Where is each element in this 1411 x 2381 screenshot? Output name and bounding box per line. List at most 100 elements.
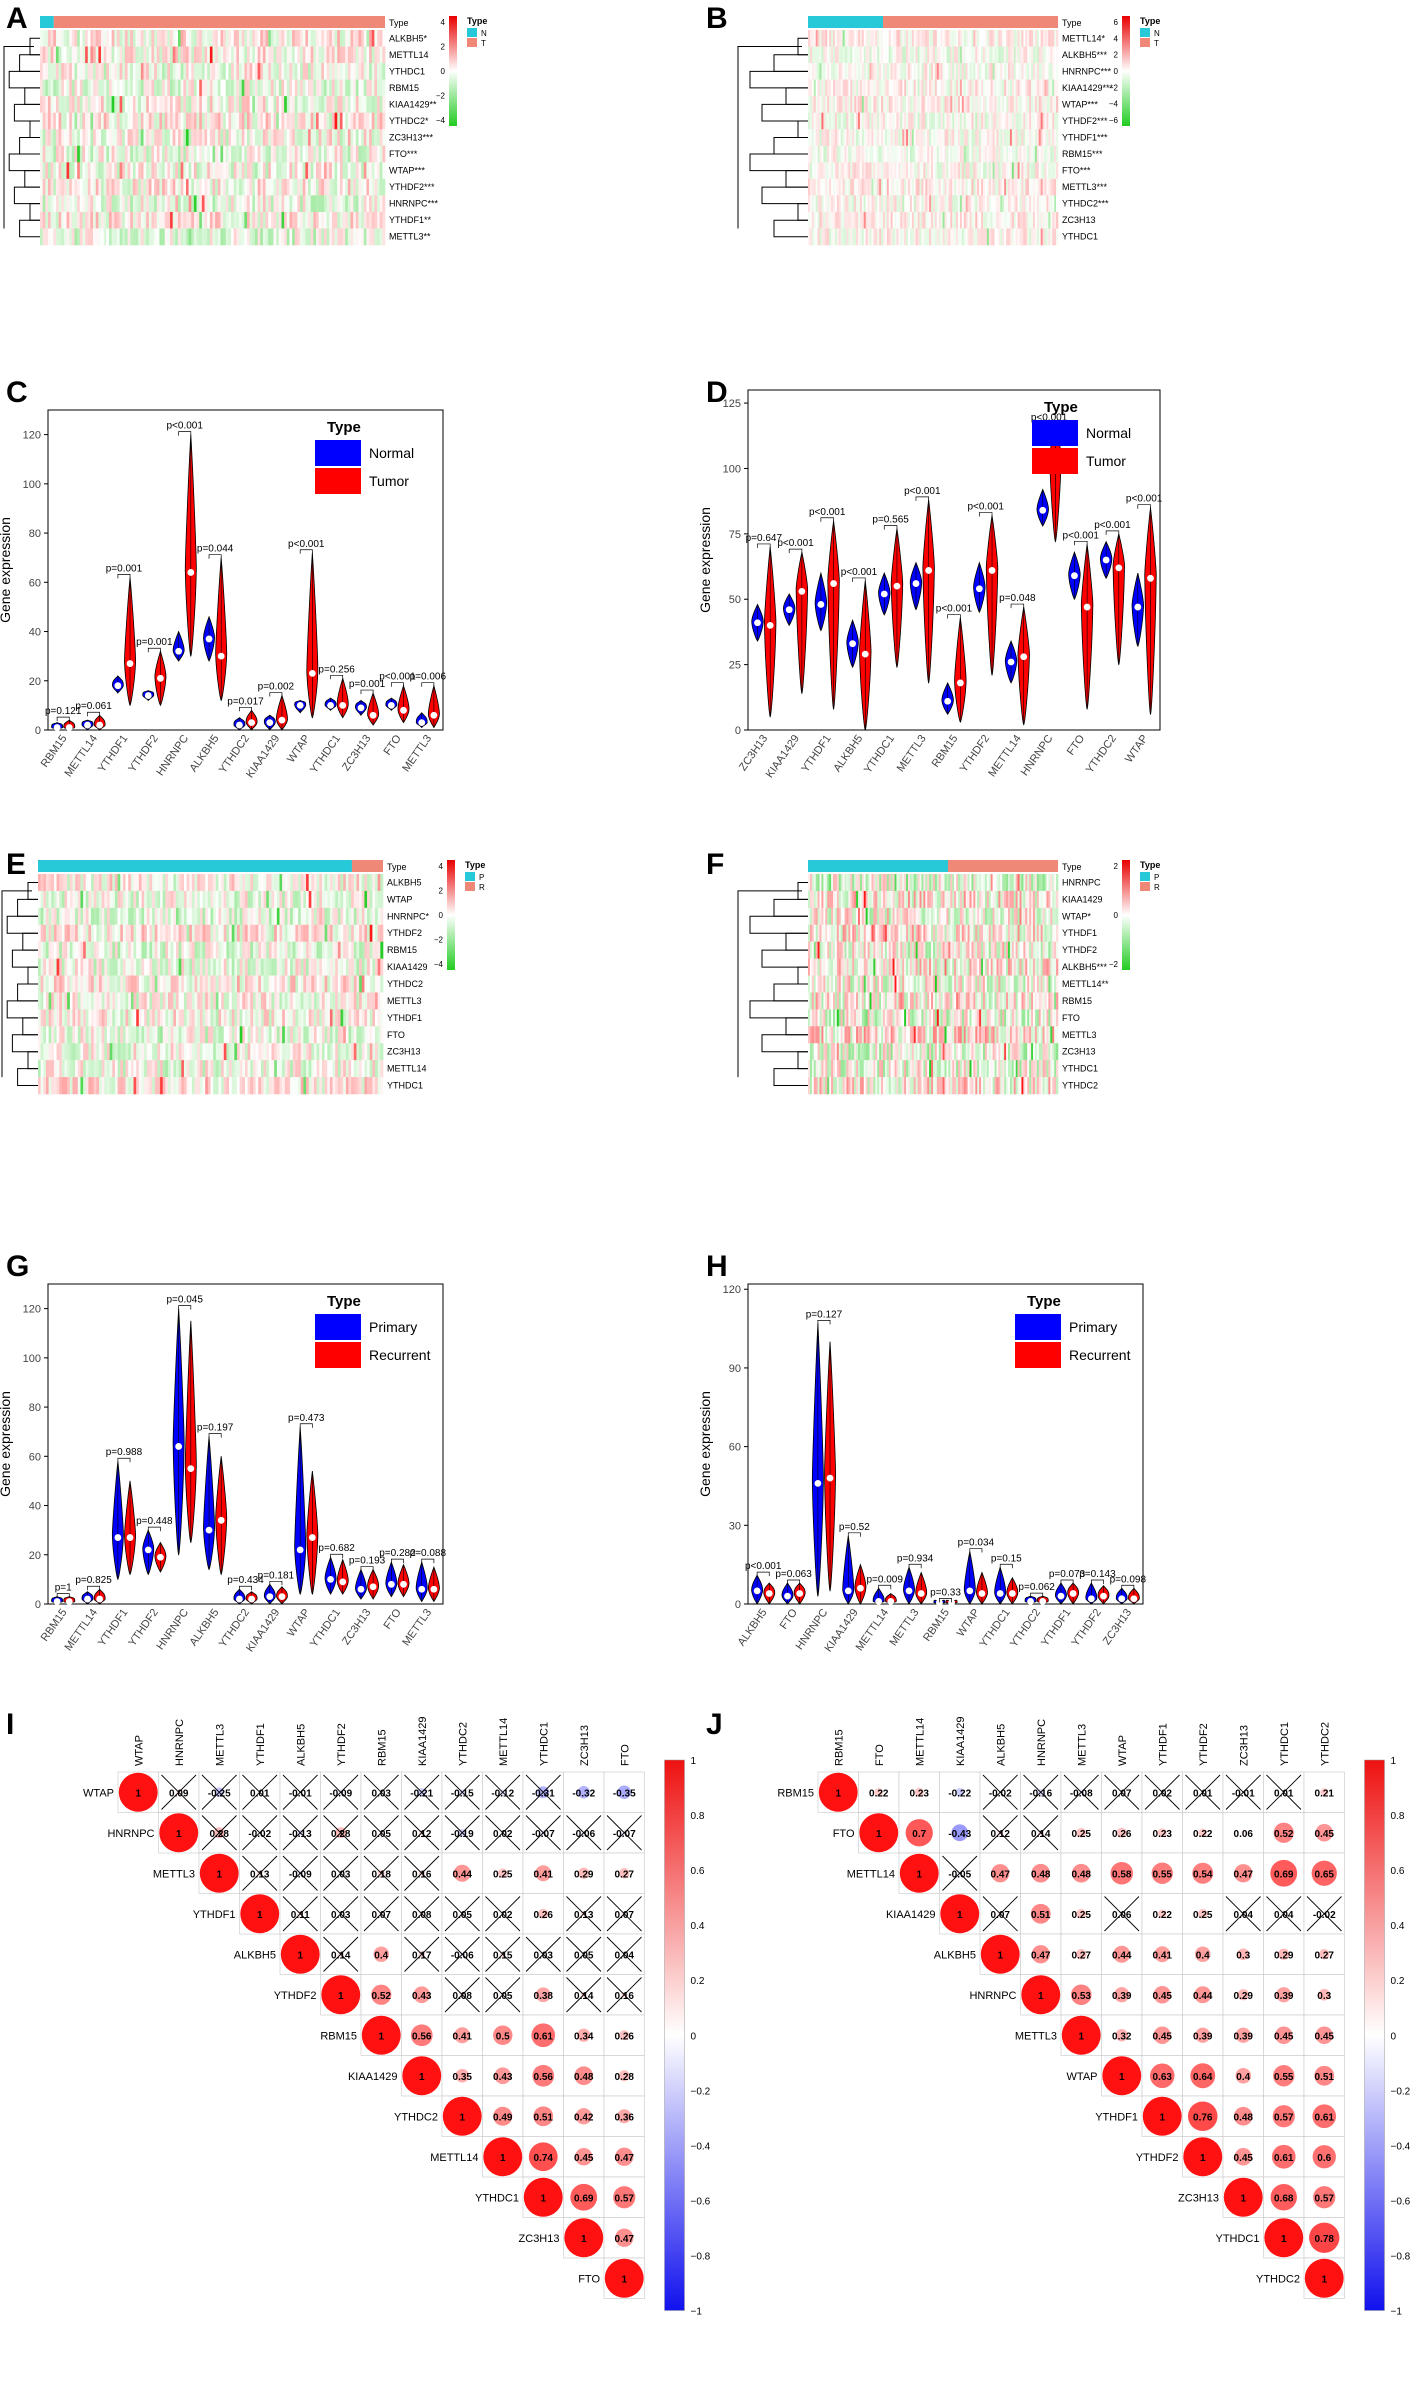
- violin-legend-title: Type: [327, 419, 361, 436]
- nonsig-cross: [1225, 1774, 1261, 1810]
- cor-value: 0.07: [372, 1910, 392, 1921]
- heatmap-row-label: WTAP***: [389, 166, 425, 176]
- violin-median-point: [217, 652, 225, 660]
- cor-value: -0.05: [948, 1869, 971, 1880]
- colorbar-tick: 4: [1114, 34, 1119, 43]
- cor-value: 0.64: [1193, 2072, 1213, 2083]
- cor-circle: [199, 1853, 239, 1893]
- panel-label-a: A: [6, 2, 28, 35]
- colorbar-tick: −2: [436, 92, 446, 101]
- y-tick-label: 90: [729, 1363, 741, 1375]
- panel-label-b: B: [706, 2, 728, 35]
- cor-circle: [1272, 2105, 1295, 2128]
- cor-value: 0.12: [412, 1829, 432, 1840]
- violin-legend-swatch: [1032, 420, 1078, 446]
- cor-value: 0.01: [1193, 1788, 1213, 1799]
- cor-circle: [523, 2177, 563, 2217]
- row-dendrogram: [737, 881, 808, 1087]
- cor-value: -0.07: [532, 1829, 555, 1840]
- heatmap-row-label: YTHDC2: [387, 979, 423, 989]
- cor-value: 0.45: [1153, 1991, 1173, 2002]
- violin-median-point: [369, 1583, 377, 1591]
- cor-circle: [1070, 1984, 1092, 2006]
- x-tick-label: RBM15: [39, 1607, 70, 1644]
- cor-circle: [1278, 1948, 1290, 1960]
- heatmap-row-label: RBM15: [1062, 996, 1092, 1006]
- annotation-bar-N: [40, 16, 54, 28]
- violin-median-point: [400, 1580, 407, 1588]
- type-legend-label: T: [1154, 39, 1159, 48]
- cor-value: -0.19: [451, 1829, 474, 1840]
- cor-value: -0.31: [532, 1788, 555, 1799]
- nonsig-cross: [942, 1855, 978, 1891]
- annotation-bar-R: [351, 860, 383, 872]
- cor-circle: [531, 2023, 556, 2048]
- violin-median-point: [948, 1599, 955, 1607]
- cor-value: 0.5: [496, 2031, 510, 2042]
- cor-circle: [1275, 2026, 1293, 2044]
- panel-label-d: D: [706, 376, 728, 409]
- y-tick-label: 120: [23, 430, 41, 442]
- x-tick-label: FTO: [778, 1606, 801, 1631]
- violin-legend-swatch: [315, 440, 361, 466]
- violin-median-point: [387, 1580, 395, 1588]
- violin-median-point: [917, 1590, 925, 1597]
- cor-value: 0.4: [1196, 1950, 1210, 1961]
- heatmap-row-label: YTHDF2: [1062, 945, 1097, 955]
- type-legend-swatch: [467, 38, 477, 47]
- y-tick-label: 60: [729, 1442, 741, 1454]
- cor-value: 0.39: [1193, 2031, 1213, 2042]
- y-tick-label: 100: [23, 1353, 41, 1365]
- cor-colorbar: [1364, 1759, 1385, 2311]
- nonsig-cross: [404, 1896, 440, 1932]
- heatmap-row-label: METTL14**: [1062, 979, 1109, 989]
- heatmap-cells: [40, 30, 386, 246]
- violin-median-point: [887, 1597, 895, 1605]
- pvalue-bracket: [239, 706, 252, 712]
- cor-circle: [1223, 2177, 1263, 2217]
- heatmap-a: Type ALKBH5* METTL14 YTHDC1 RBM15 KIAA1429** Y…: [3, 16, 487, 246]
- x-tick-label: ZC3H13: [1101, 1607, 1134, 1647]
- annotation-bar-R: [948, 860, 1058, 872]
- cor-value: 0.61: [1315, 2112, 1335, 2123]
- x-tick-label: ZC3H13: [737, 733, 770, 773]
- violin-median-point: [1057, 1592, 1065, 1600]
- panel-label-h: H: [706, 1250, 728, 1283]
- cor-value: 1: [957, 1910, 963, 1921]
- type-legend-swatch: [1140, 872, 1150, 881]
- colorbar-tick: −4: [1109, 100, 1119, 109]
- cor-circle: [535, 1865, 552, 1882]
- nonsig-cross: [606, 1936, 642, 1972]
- heatmap-row-label: ZC3H13: [1062, 215, 1096, 225]
- cor-circle: [453, 1864, 471, 1882]
- cor-value: 0.45: [574, 2153, 594, 2164]
- heatmap-cells: [808, 30, 1059, 246]
- heatmap-row-label: YTHDC1: [387, 1081, 423, 1091]
- cor-circle: [410, 2024, 433, 2047]
- cor-value: 0.44: [1193, 1991, 1213, 2002]
- violin-median-point: [126, 1534, 134, 1541]
- colorbar: [1122, 860, 1130, 970]
- cor-row-label: YTHDF1: [193, 1909, 236, 1921]
- cor-value: 1: [1078, 2031, 1084, 2042]
- cor-circle: [991, 1864, 1010, 1883]
- cor-value: -0.16: [1029, 1788, 1052, 1799]
- type-legend-label: P: [479, 873, 484, 882]
- nonsig-cross: [363, 1815, 399, 1851]
- type-legend-label: N: [1154, 29, 1160, 38]
- cor-circle: [1309, 2222, 1340, 2253]
- violin-median-point: [988, 567, 996, 574]
- heatmap-row-label: YTHDF1: [387, 1013, 422, 1023]
- violin-median-point: [357, 1585, 365, 1593]
- violin-median-point: [944, 697, 952, 705]
- pvalue-bracket: [147, 647, 161, 653]
- pvalue-label: p=0.073: [1049, 1569, 1086, 1580]
- cor-col-label: HNRNPC: [1036, 1719, 1048, 1766]
- cor-circle: [494, 2067, 512, 2085]
- violin-median-point: [84, 1595, 91, 1603]
- violin-legend-label: Recurrent: [1069, 1347, 1131, 1363]
- y-tick-label: 20: [29, 676, 41, 688]
- nonsig-cross: [161, 1774, 197, 1810]
- pvalue-label: p=0.647: [746, 533, 783, 544]
- nonsig-cross: [485, 1977, 521, 2013]
